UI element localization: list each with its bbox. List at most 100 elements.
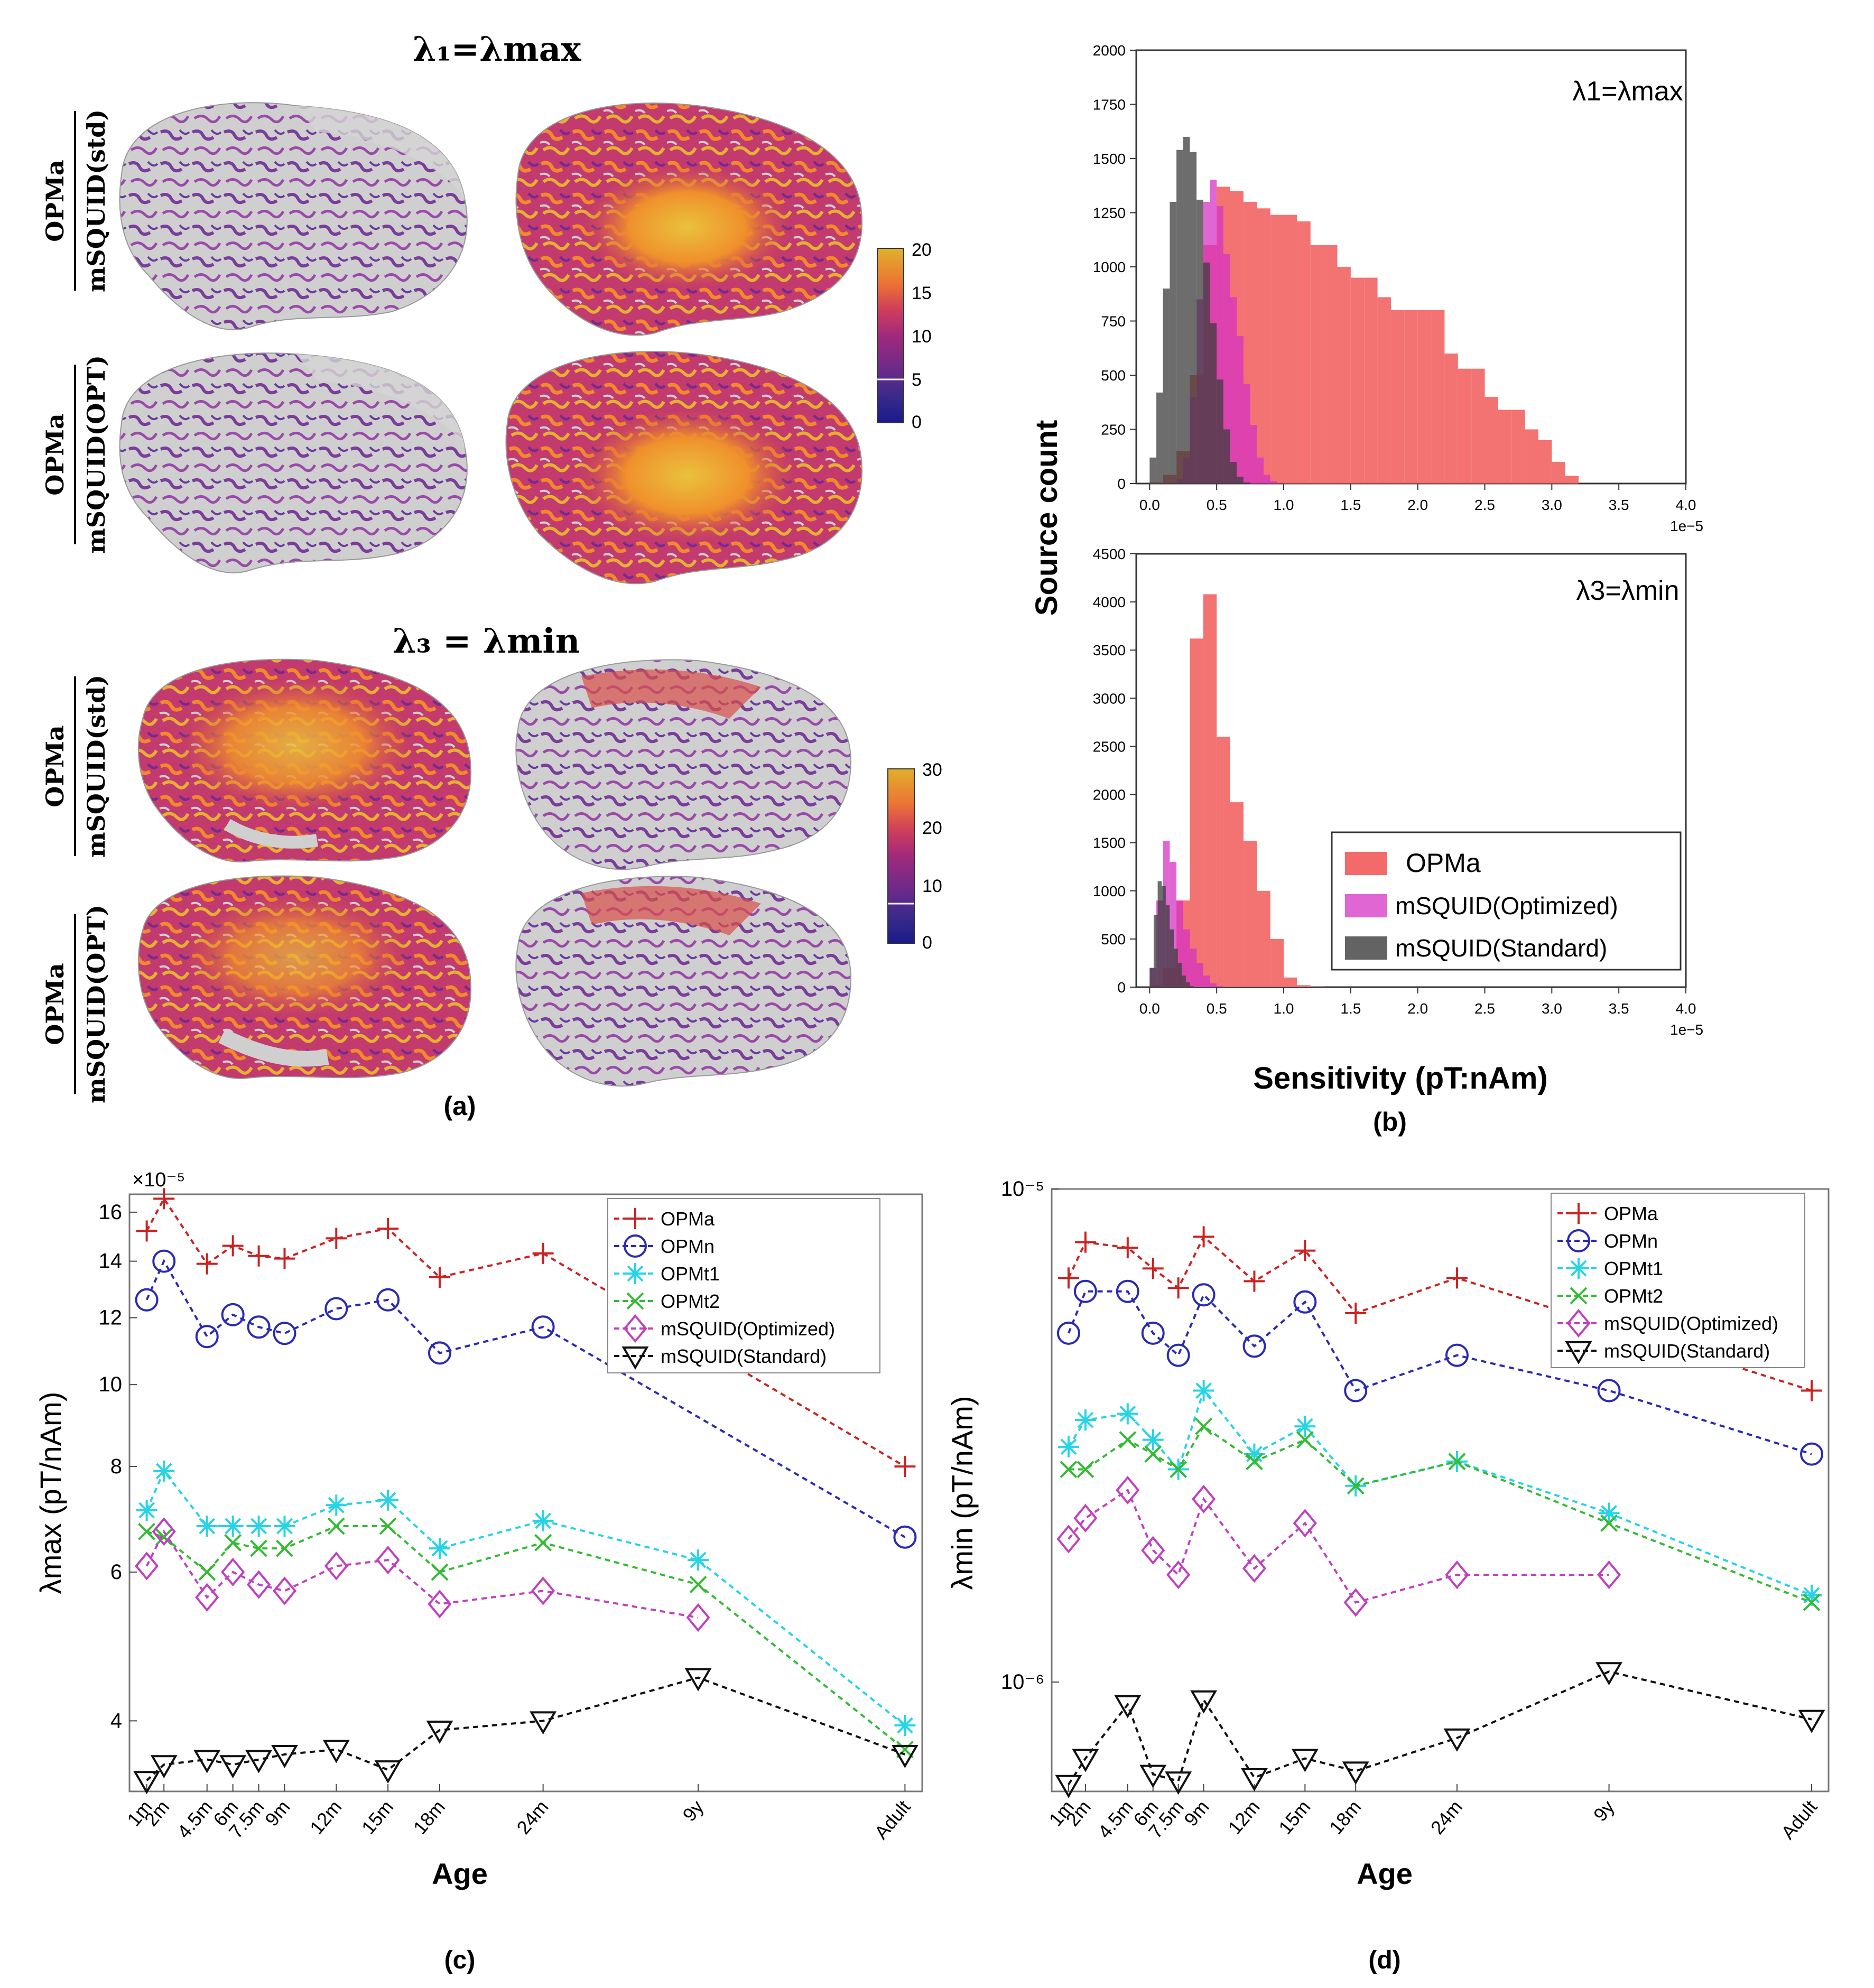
line-max-xlabel: Age xyxy=(432,1857,488,1890)
x-tick-label: 9m xyxy=(1180,1796,1213,1831)
marker-triangle xyxy=(271,1745,298,1769)
hist-bar xyxy=(1183,929,1190,987)
panel-a-brain-maps: λ₁=λmax λ₃ = λmin OPMa mSQUID(std) OPMa … xyxy=(41,30,942,1121)
line-min-xlabel: Age xyxy=(1357,1857,1413,1890)
hist-bar xyxy=(1165,905,1170,987)
marker-plus xyxy=(1167,1277,1189,1299)
marker-x xyxy=(626,1292,644,1310)
y-tick-label: 2000 xyxy=(1093,787,1126,803)
panel-label-a: (a) xyxy=(443,1091,476,1121)
series-line xyxy=(146,1525,906,1751)
marker-diamond xyxy=(1242,1554,1267,1583)
hist-bar xyxy=(1157,881,1162,987)
colorbar-tick: 30 xyxy=(922,760,942,780)
hist-bar xyxy=(1156,392,1163,484)
marker-plus xyxy=(153,1188,175,1210)
marker-plus xyxy=(532,1242,554,1264)
marker-x xyxy=(1077,1461,1094,1478)
x-tick-label: 3.5 xyxy=(1609,497,1629,513)
y-tick-label: 4 xyxy=(110,1709,122,1732)
hist-bar xyxy=(1377,297,1391,484)
legend-label: OPMa xyxy=(661,1208,715,1230)
panel-label-b: (b) xyxy=(1373,1107,1407,1137)
legend-label: OPMa xyxy=(1604,1203,1658,1224)
colorbar-tick: 5 xyxy=(912,370,922,390)
series-line xyxy=(145,1259,906,1538)
hist-bar xyxy=(1297,221,1311,484)
x-tick-label: 1.5 xyxy=(1340,1000,1361,1017)
hist-bar xyxy=(1185,982,1190,987)
lambda-max-title: λ₁=λmax xyxy=(413,30,582,69)
hist-bar xyxy=(1217,737,1230,987)
marker-diamond xyxy=(686,1603,710,1632)
hist-max-x-exponent: 1e−5 xyxy=(1670,518,1703,534)
marker-diamond xyxy=(152,1517,176,1546)
hist-bar xyxy=(1230,462,1237,484)
marker-star xyxy=(1598,1502,1620,1524)
marker-plus xyxy=(625,1208,646,1229)
marker-x xyxy=(198,1563,216,1581)
hist-max-bars xyxy=(1149,137,1579,484)
hist-bar xyxy=(1223,254,1230,484)
hist-bar xyxy=(1190,949,1197,987)
legend-label: OPMn xyxy=(1604,1230,1658,1252)
hist-bar xyxy=(1511,410,1525,484)
colorbar-tick: 20 xyxy=(912,240,932,260)
hist-ylabel: Source count xyxy=(1029,420,1064,616)
marker-circle xyxy=(273,1322,296,1345)
hist-bar xyxy=(1174,949,1178,987)
hist-bar xyxy=(1364,277,1378,484)
hist-bar xyxy=(1471,368,1485,484)
marker-plus xyxy=(1568,1203,1589,1224)
legend-swatch-opma xyxy=(1345,852,1387,875)
legend-label: mSQUID(Optimized) xyxy=(1604,1313,1778,1334)
marker-star xyxy=(196,1516,218,1537)
row-label-numerator: OPMa xyxy=(41,413,69,495)
row-label-numerator: OPMa xyxy=(41,725,69,807)
marker-triangle xyxy=(1190,1690,1218,1714)
marker-diamond xyxy=(135,1552,159,1581)
marker-x xyxy=(276,1539,293,1557)
marker-diamond xyxy=(195,1583,219,1612)
y-tick-label: 3000 xyxy=(1093,690,1126,707)
marker-triangle xyxy=(1342,1761,1369,1785)
marker-diamond xyxy=(221,1557,245,1587)
hist-bar xyxy=(1565,476,1579,484)
y-tick-label: 250 xyxy=(1101,422,1126,438)
row-label-denominator: mSQUID(OPT) xyxy=(82,355,110,554)
x-tick-label: 9y xyxy=(678,1796,708,1825)
hist-bar xyxy=(1337,267,1351,484)
y-tick-label: 1000 xyxy=(1093,259,1126,275)
x-tick-label: 15m xyxy=(357,1796,397,1838)
hist-bar xyxy=(1237,477,1244,484)
x-tick-label: 4.5m xyxy=(1093,1796,1137,1843)
hist-bar xyxy=(1243,384,1250,484)
x-tick-label: 0.5 xyxy=(1207,1000,1227,1017)
hist-min-x-exponent: 1e−5 xyxy=(1670,1021,1703,1038)
hist-min-axes: 0.0 0.5 1.0 1.5 2.0 2.5 3.0 3.5 4.0 0 500 1000 1500 2… xyxy=(1093,546,1696,1017)
marker-x xyxy=(1246,1453,1263,1471)
y-tick-label: 2000 xyxy=(1093,42,1126,59)
marker-triangle xyxy=(1139,1764,1167,1788)
x-tick-label: 0.0 xyxy=(1139,1000,1160,1017)
marker-x xyxy=(1144,1445,1162,1463)
marker-star xyxy=(894,1715,916,1736)
hist-bar xyxy=(1196,199,1203,484)
marker-diamond xyxy=(623,1314,647,1343)
hist-bar xyxy=(1170,202,1177,484)
marker-diamond xyxy=(1597,1560,1621,1590)
x-tick-label: 9m xyxy=(261,1796,294,1831)
legend-label: OPMt1 xyxy=(661,1263,720,1285)
y-tick-label: 16 xyxy=(99,1201,123,1224)
colorbar-tick: 10 xyxy=(922,876,942,896)
y-tick-label: 1500 xyxy=(1093,835,1126,851)
marker-plus xyxy=(1193,1226,1214,1248)
colorbar-tick: 10 xyxy=(912,327,932,347)
legend-label: mSQUID(Optimized) xyxy=(661,1318,835,1340)
marker-star xyxy=(1117,1403,1138,1425)
x-tick-label: 3.0 xyxy=(1542,497,1562,513)
x-tick-label: 12m xyxy=(1223,1796,1264,1838)
marker-star xyxy=(625,1263,646,1284)
hist-bar xyxy=(1237,336,1244,484)
